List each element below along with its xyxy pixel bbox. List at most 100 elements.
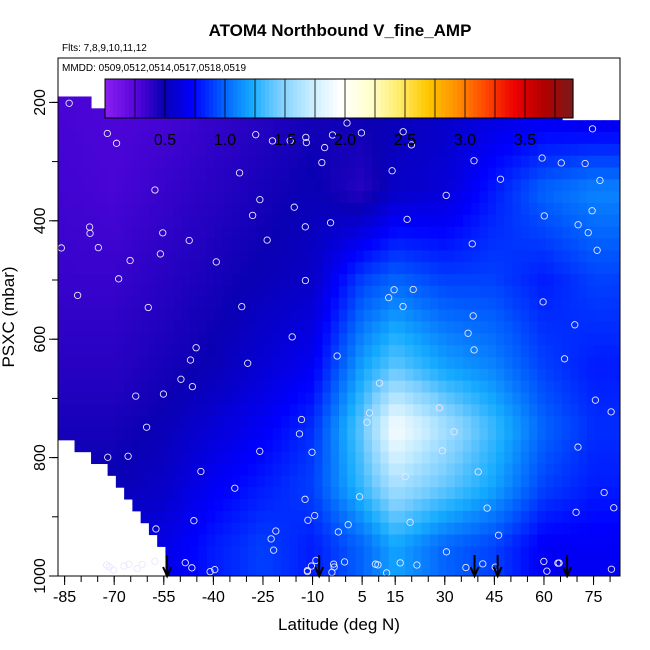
heatmap-cell bbox=[529, 404, 538, 417]
heatmap-cell bbox=[215, 439, 224, 453]
heatmap-cell bbox=[520, 499, 530, 512]
heatmap-cell bbox=[165, 368, 175, 382]
heatmap-cell bbox=[91, 333, 100, 346]
heatmap-cell bbox=[347, 570, 357, 576]
heatmap-cell bbox=[248, 499, 257, 512]
colorbar: 0.5 1.0 1.5 2.0 2.5 3.0 3.5 bbox=[104, 78, 574, 149]
heatmap-cell bbox=[297, 428, 307, 441]
heatmap-cell bbox=[504, 499, 514, 512]
heatmap-cell bbox=[272, 534, 282, 547]
heatmap-cell bbox=[148, 285, 158, 299]
heatmap-cell bbox=[140, 274, 150, 287]
heatmap-cell bbox=[363, 321, 373, 334]
heatmap-cell bbox=[148, 475, 158, 488]
heatmap-cell bbox=[570, 297, 580, 311]
heatmap-cell bbox=[438, 416, 447, 429]
heatmap-cell bbox=[611, 143, 620, 157]
heatmap-cell bbox=[496, 404, 505, 417]
heatmap-cell bbox=[421, 203, 431, 216]
heatmap-cell bbox=[421, 274, 431, 287]
heatmap-cell bbox=[446, 274, 456, 287]
heatmap-cell bbox=[372, 451, 381, 465]
heatmap-cell bbox=[429, 534, 439, 547]
heatmap-cell bbox=[297, 333, 307, 346]
heatmap-cell bbox=[603, 262, 613, 275]
heatmap-cell bbox=[496, 285, 505, 299]
heatmap-cell bbox=[157, 274, 166, 287]
heatmap-cell bbox=[471, 297, 480, 311]
colorbar-swatch bbox=[325, 79, 330, 118]
heatmap-cell bbox=[165, 226, 175, 240]
heatmap-cell bbox=[603, 463, 613, 476]
heatmap-cell bbox=[272, 356, 282, 370]
heatmap-cell bbox=[545, 416, 555, 429]
heatmap-cell bbox=[504, 143, 514, 157]
observation-marker bbox=[388, 167, 396, 175]
heatmap-cell bbox=[115, 416, 125, 429]
heatmap-cell bbox=[148, 345, 158, 358]
heatmap-cell bbox=[586, 132, 596, 145]
heatmap-cell bbox=[198, 132, 208, 145]
heatmap-cell bbox=[454, 143, 464, 157]
heatmap-cell bbox=[396, 558, 406, 571]
heatmap-cell bbox=[355, 380, 365, 393]
heatmap-cell bbox=[314, 487, 323, 500]
heatmap-cell bbox=[140, 262, 150, 275]
heatmap-cell bbox=[372, 558, 381, 571]
heatmap-cell bbox=[215, 428, 224, 441]
heatmap-cell bbox=[215, 558, 224, 571]
heatmap-cell bbox=[107, 392, 117, 405]
heatmap-cell bbox=[537, 428, 547, 441]
heatmap-cell bbox=[347, 238, 357, 251]
heatmap-cell bbox=[504, 463, 514, 476]
heatmap-cell bbox=[462, 416, 472, 429]
heatmap-cell bbox=[66, 179, 76, 192]
heatmap-cell bbox=[471, 191, 480, 204]
heatmap-cell bbox=[479, 214, 489, 228]
heatmap-cell bbox=[289, 428, 299, 441]
x-tick-label: -25 bbox=[251, 589, 274, 606]
heatmap-cell bbox=[223, 416, 233, 429]
heatmap-cell bbox=[388, 368, 398, 382]
heatmap-cell bbox=[322, 380, 332, 393]
heatmap-cell bbox=[529, 238, 538, 251]
heatmap-cell bbox=[314, 380, 323, 393]
heatmap-cell bbox=[372, 214, 381, 228]
heatmap-cell bbox=[396, 179, 406, 192]
heatmap-cell bbox=[239, 203, 249, 216]
heatmap-cell bbox=[595, 214, 604, 228]
heatmap-cell bbox=[239, 534, 249, 547]
heatmap-cell bbox=[471, 132, 480, 145]
heatmap-cell bbox=[314, 226, 323, 240]
heatmap-cell bbox=[140, 250, 150, 263]
heatmap-cell bbox=[611, 345, 620, 358]
heatmap-cell bbox=[305, 499, 315, 512]
heatmap-cell bbox=[157, 297, 166, 311]
heatmap-cell bbox=[206, 439, 216, 453]
heatmap-cell bbox=[603, 238, 613, 251]
heatmap-cell bbox=[438, 143, 447, 157]
heatmap-cell bbox=[264, 238, 274, 251]
heatmap-cell bbox=[339, 534, 348, 547]
heatmap-cell bbox=[132, 191, 142, 204]
heatmap-cell bbox=[363, 143, 373, 157]
heatmap-cell bbox=[173, 250, 183, 263]
heatmap-cell bbox=[181, 356, 191, 370]
heatmap-cell bbox=[586, 155, 596, 169]
heatmap-cell bbox=[215, 510, 224, 524]
heatmap-cell bbox=[239, 191, 249, 204]
heatmap-cell bbox=[58, 392, 67, 405]
heatmap-cell bbox=[553, 356, 563, 370]
observation-marker bbox=[450, 428, 458, 436]
heatmap-cell bbox=[91, 143, 100, 157]
heatmap-cell bbox=[256, 475, 266, 488]
heatmap-cell bbox=[462, 191, 472, 204]
heatmap-cell bbox=[165, 570, 175, 576]
heatmap-cell bbox=[380, 132, 390, 145]
colorbar-swatch bbox=[481, 79, 486, 118]
heatmap-cell bbox=[74, 321, 84, 334]
heatmap-cell bbox=[380, 345, 390, 358]
heatmap-cell bbox=[190, 570, 199, 576]
heatmap-cell bbox=[322, 214, 332, 228]
